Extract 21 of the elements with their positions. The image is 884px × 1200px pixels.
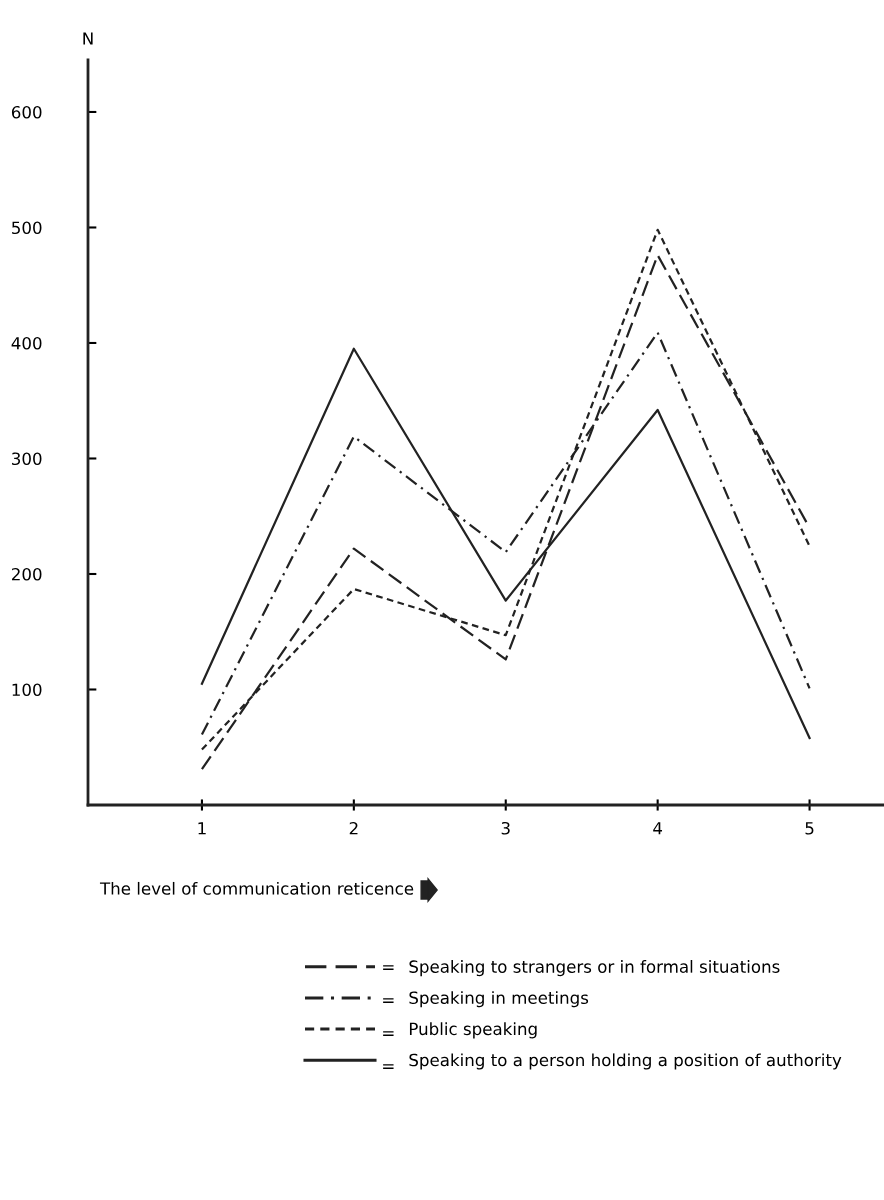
x-tick-label: 3 — [501, 821, 510, 835]
x-tick-label: 4 — [653, 822, 663, 835]
y-axis-title: N — [83, 32, 93, 45]
y-tick-label: 300 — [12, 452, 42, 466]
text: = — [383, 965, 394, 970]
legend-label: Speaking to strangers or in formal situations — [409, 960, 780, 977]
y-tick-label: 400 — [11, 336, 42, 350]
text: = — [383, 998, 394, 1003]
x-tick-label: 1 — [198, 822, 206, 835]
y-tick-label: 200 — [12, 567, 42, 581]
legend-label: Speaking to a person holding a position of authority — [409, 1053, 842, 1070]
y-tick-label: 100 — [12, 683, 42, 697]
text: = — [383, 1031, 394, 1036]
text: = — [383, 1064, 394, 1069]
x-tick-label: 5 — [805, 822, 814, 835]
x-tick-label: 2 — [349, 821, 358, 835]
legend-label: Speaking in meetings — [409, 991, 589, 1008]
y-tick-label: 600 — [11, 105, 42, 119]
legend-label: Public speaking — [409, 1022, 537, 1039]
y-tick-label: 500 — [12, 221, 42, 235]
x-axis-title: The level of communication reticence — [99, 881, 414, 895]
